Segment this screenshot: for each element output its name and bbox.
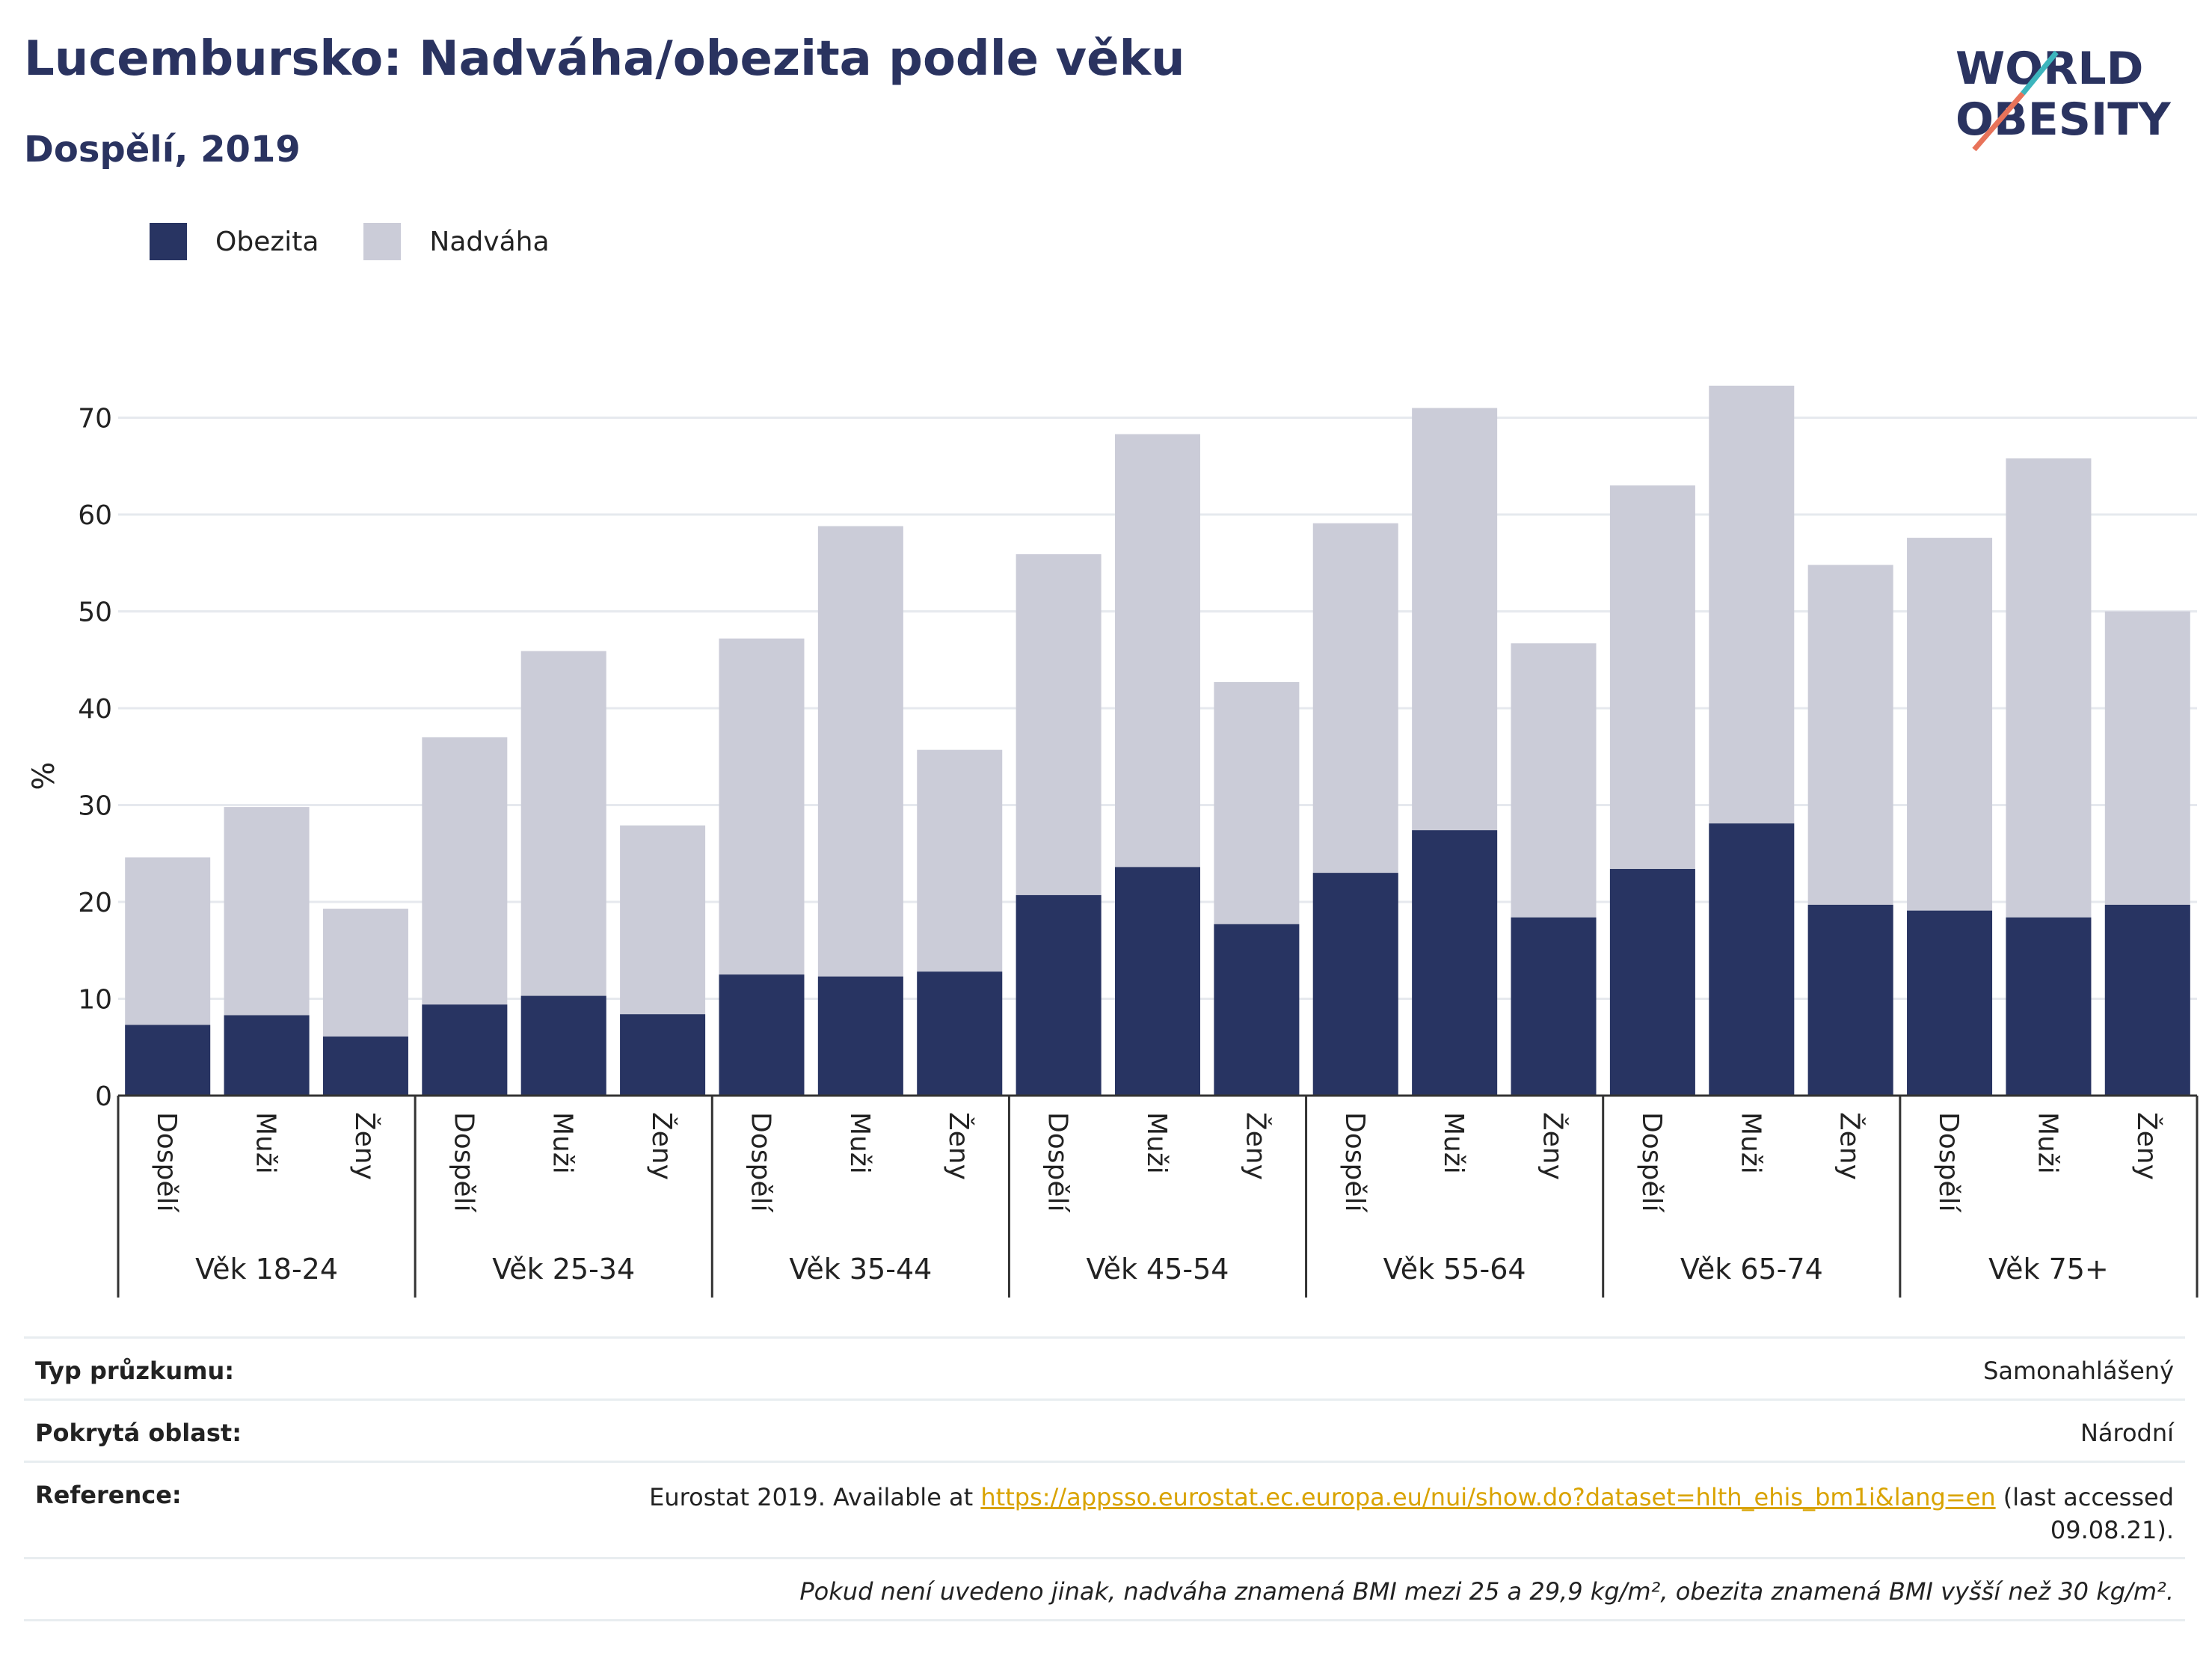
x-subcategory-label: Ženy <box>1240 1112 1271 1180</box>
bar-obezita <box>719 974 805 1096</box>
bar-obezita <box>1709 823 1795 1096</box>
bar-obezita <box>1016 894 1102 1096</box>
x-subcategory-label: Dospělí <box>1339 1112 1370 1213</box>
legend-swatch-nadvaha <box>363 223 402 260</box>
x-subcategory-label: Ženy <box>646 1112 678 1180</box>
bar-obezita <box>125 1025 211 1096</box>
x-subcategory-label: Muži <box>2032 1112 2062 1174</box>
info-row-note: Pokud není uvedeno jinak, nadváha znamen… <box>24 1557 2185 1621</box>
bar-obezita <box>917 971 1003 1096</box>
x-subcategory-label: Muži <box>547 1112 578 1174</box>
x-subcategory-label: Muži <box>251 1112 281 1174</box>
bar-obezita <box>817 976 903 1096</box>
x-group-label: Věk 55-64 <box>1383 1253 1526 1286</box>
x-subcategory-label: Dospělí <box>1933 1112 1964 1213</box>
info-row-reference: Reference: Eurostat 2019. Available at h… <box>24 1461 2185 1557</box>
bar-obezita <box>1807 904 1893 1096</box>
x-subcategory-label: Muži <box>844 1112 875 1174</box>
x-subcategory-label: Ženy <box>1537 1112 1569 1180</box>
bar-obezita <box>224 1015 310 1096</box>
x-subcategory-label: Ženy <box>943 1112 974 1180</box>
reference-value: Eurostat 2019. Available at https://apps… <box>649 1481 2174 1547</box>
x-subcategory-label: Dospělí <box>151 1112 182 1213</box>
legend-item-obezita: Obezita <box>150 223 319 260</box>
legend-label-nadvaha: Nadváha <box>429 226 550 257</box>
bar-obezita <box>620 1014 706 1096</box>
bar-obezita <box>1511 917 1597 1096</box>
bar-obezita <box>1907 910 1993 1096</box>
y-axis-label: % <box>27 762 61 790</box>
x-subcategory-label: Dospělí <box>1042 1112 1073 1213</box>
x-group-label: Věk 75+ <box>1988 1253 2109 1286</box>
y-tick-label: 60 <box>78 500 112 531</box>
bar-obezita <box>2006 917 2092 1096</box>
x-group-label: Věk 65-74 <box>1680 1253 1823 1286</box>
legend-item-nadvaha: Nadváha <box>363 223 550 260</box>
reference-suffix: (last accessed <box>1995 1483 2174 1511</box>
x-subcategory-label: Muži <box>1735 1112 1766 1174</box>
bar-obezita <box>1609 868 1695 1096</box>
info-row-survey: Typ průzkumu: Samonahlášený <box>24 1336 2185 1398</box>
reference-link[interactable]: https://appsso.eurostat.ec.europa.eu/nui… <box>980 1483 1996 1511</box>
survey-value: Samonahlášený <box>1983 1357 2174 1385</box>
chart-subtitle: Dospělí, 2019 <box>24 129 301 171</box>
x-subcategory-label: Dospělí <box>448 1112 479 1213</box>
chart-legend: Obezita Nadváha <box>150 223 595 260</box>
y-tick-label: 30 <box>78 791 112 822</box>
y-tick-label: 70 <box>78 404 112 435</box>
x-group-label: Věk 25-34 <box>492 1253 635 1286</box>
area-label: Pokrytá oblast: <box>35 1419 242 1447</box>
reference-prefix: Eurostat 2019. Available at <box>649 1483 981 1511</box>
legend-swatch-obezita <box>150 223 187 260</box>
y-tick-label: 40 <box>78 694 112 725</box>
bmi-note: Pokud není uvedeno jinak, nadváha znamen… <box>799 1577 2174 1606</box>
x-subcategory-label: Muži <box>1438 1112 1469 1174</box>
bar-obezita <box>322 1037 408 1096</box>
info-row-area: Pokrytá oblast: Národní <box>24 1398 2185 1461</box>
bar-obezita <box>2104 904 2190 1096</box>
reference-suffix-2: 09.08.21). <box>2050 1516 2174 1544</box>
survey-label: Typ průzkumu: <box>35 1357 235 1385</box>
x-group-label: Věk 45-54 <box>1087 1253 1229 1286</box>
y-tick-label: 20 <box>78 888 112 918</box>
bar-obezita <box>1115 867 1200 1096</box>
x-subcategory-label: Dospělí <box>1636 1112 1667 1213</box>
logo-line1: WORLD <box>1956 43 2143 95</box>
x-group-label: Věk 35-44 <box>789 1253 932 1286</box>
bar-obezita <box>520 995 606 1096</box>
bar-obezita <box>1214 924 1300 1096</box>
y-tick-label: 0 <box>95 1081 112 1112</box>
x-subcategory-label: Dospělí <box>745 1112 775 1213</box>
x-subcategory-label: Ženy <box>349 1112 381 1180</box>
x-group-label: Věk 18-24 <box>195 1253 338 1286</box>
bar-obezita <box>1312 873 1398 1096</box>
info-table: Typ průzkumu: Samonahlášený Pokrytá obla… <box>24 1336 2185 1621</box>
bar-obezita <box>1412 830 1498 1096</box>
y-tick-label: 10 <box>78 985 112 1016</box>
x-subcategory-label: Muži <box>1141 1112 1172 1174</box>
x-subcategory-label: Ženy <box>2131 1112 2163 1180</box>
legend-label-obezita: Obezita <box>215 226 319 257</box>
bar-chart: 0 10 20 30 40 50 60 70% Dospělí Muži Ženy Věk 18-24… <box>27 385 2199 1298</box>
x-subcategory-label: Ženy <box>1834 1112 1866 1180</box>
chart-title: Lucembursko: Nadváha/obezita podle věku <box>24 31 1185 87</box>
world-obesity-logo: WORLD OBESITY <box>1956 43 2172 152</box>
reference-label: Reference: <box>35 1481 182 1509</box>
y-tick-label: 50 <box>78 598 112 628</box>
bar-obezita <box>422 1004 508 1096</box>
logo-line2: OBESITY <box>1956 93 2172 146</box>
area-value: Národní <box>2080 1419 2174 1447</box>
